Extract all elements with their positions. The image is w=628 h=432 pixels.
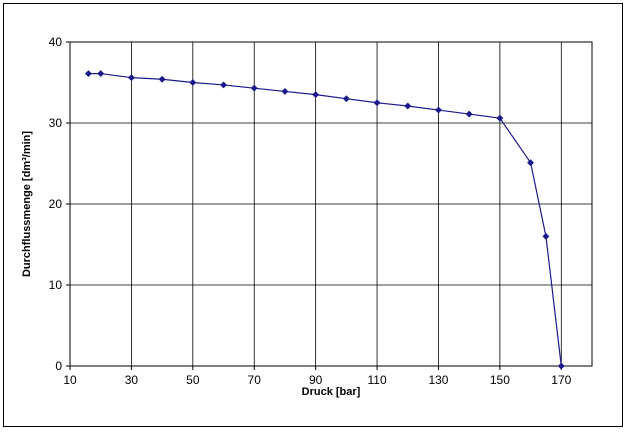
data-point <box>127 74 135 82</box>
x-tick-label: 170 <box>551 373 571 387</box>
data-point <box>527 159 535 167</box>
data-point <box>465 110 473 118</box>
x-tick-label: 110 <box>367 373 386 387</box>
data-point <box>312 91 320 99</box>
x-axis-title: Druck [bar] <box>302 386 361 398</box>
data-point <box>496 114 504 122</box>
chart-frame: 10 30 50 70 90 110 130 150 170 0 10 20 30 40 Druck [… <box>3 3 623 427</box>
y-tick-label: 30 <box>49 116 63 130</box>
y-axis-ticks: 0 10 20 30 40 <box>49 35 70 373</box>
data-point <box>404 102 412 110</box>
x-tick-label: 150 <box>490 373 510 387</box>
data-point <box>219 81 228 89</box>
y-axis-title: Durchflussmenge [dm³/min] <box>21 131 33 277</box>
x-tick-label: 50 <box>186 373 200 387</box>
series-line <box>88 72 562 367</box>
grid <box>69 41 592 367</box>
x-tick-label: 130 <box>428 373 448 387</box>
data-point <box>434 106 443 114</box>
series-group <box>84 70 565 370</box>
x-tick-label: 10 <box>63 373 77 387</box>
data-point <box>557 362 565 370</box>
data-point <box>342 95 350 103</box>
data-point <box>97 70 105 78</box>
x-axis-ticks: 10 30 50 70 90 110 130 150 170 <box>63 366 572 387</box>
data-point <box>542 232 550 240</box>
y-tick-label: 20 <box>49 197 63 211</box>
data-point <box>158 75 166 83</box>
x-tick-label: 70 <box>248 373 262 387</box>
x-tick-label: 30 <box>125 373 139 387</box>
y-tick-label: 10 <box>49 278 63 292</box>
x-tick-label: 90 <box>309 373 323 387</box>
data-point <box>281 87 289 95</box>
y-tick-label: 0 <box>55 359 62 373</box>
data-point <box>189 78 197 87</box>
y-tick-label: 40 <box>49 35 63 49</box>
data-point <box>84 70 92 78</box>
data-point <box>250 84 258 92</box>
data-point <box>373 99 381 107</box>
